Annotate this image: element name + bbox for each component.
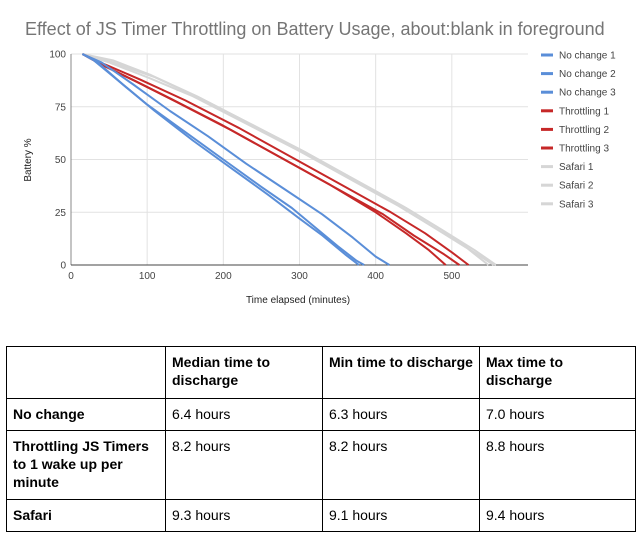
chart-title: Effect of JS Timer Throttling on Battery…	[25, 19, 605, 39]
series-line	[81, 53, 390, 266]
table-row: Throttling JS Timers to 1 wake up per mi…	[6, 430, 636, 500]
legend-label: No change 3	[559, 88, 616, 99]
y-axis-label: Battery %	[23, 138, 34, 181]
min-cell: 6.3 hours	[322, 398, 480, 431]
table-row: Safari 9.3 hours 9.1 hours 9.4 hours	[6, 499, 636, 532]
max-cell: 8.8 hours	[479, 430, 636, 500]
legend-label: Throttling 2	[559, 125, 609, 136]
row-label: Safari	[6, 499, 166, 532]
x-tick-label: 0	[68, 271, 74, 282]
median-cell: 6.4 hours	[165, 398, 323, 431]
series-line	[81, 53, 460, 266]
legend-label: Safari 2	[559, 181, 594, 192]
x-tick-label: 500	[443, 271, 460, 282]
row-label: No change	[6, 398, 166, 431]
series-lines	[81, 53, 497, 266]
x-tick-label: 300	[291, 271, 308, 282]
axes: 0 100 200 300 400 500 0 25 50 75 100	[49, 50, 528, 282]
y-tick-label: 100	[49, 50, 66, 61]
x-tick-label: 100	[139, 271, 156, 282]
series-line	[82, 53, 490, 266]
series-line	[81, 53, 470, 266]
grid-lines	[71, 53, 528, 265]
legend-label: Safari 1	[559, 162, 594, 173]
y-tick-label: 25	[55, 208, 67, 219]
median-cell: 8.2 hours	[165, 430, 323, 500]
legend-label: Safari 3	[559, 199, 594, 210]
median-cell: 9.3 hours	[165, 499, 323, 532]
series-line	[81, 53, 360, 266]
y-tick-label: 50	[55, 155, 67, 166]
table-header-corner	[6, 346, 166, 399]
legend: No change 1 No change 2 No change 3 Throttl…	[541, 51, 616, 210]
min-cell: 9.1 hours	[322, 499, 480, 532]
discharge-time-table: Median time to discharge Min time to dis…	[6, 346, 636, 532]
max-cell: 7.0 hours	[479, 398, 636, 431]
y-tick-label: 0	[60, 261, 66, 272]
max-cell: 9.4 hours	[479, 499, 636, 532]
row-label: Throttling JS Timers to 1 wake up per mi…	[6, 430, 166, 500]
x-tick-label: 400	[367, 271, 384, 282]
table-header-max: Max time to discharge	[479, 346, 636, 399]
series-line	[82, 53, 495, 266]
table-row: No change 6.4 hours 6.3 hours 7.0 hours	[6, 398, 636, 431]
y-tick-label: 75	[55, 102, 67, 113]
legend-label: Throttling 3	[559, 144, 609, 155]
table-header-min: Min time to discharge	[322, 346, 480, 399]
table-header-median: Median time to discharge	[165, 346, 323, 399]
min-cell: 8.2 hours	[322, 430, 480, 500]
x-axis-label: Time elapsed (minutes)	[246, 295, 350, 306]
table-header-row: Median time to discharge Min time to dis…	[6, 346, 636, 399]
x-tick-label: 200	[215, 271, 232, 282]
legend-label: Throttling 1	[559, 106, 609, 117]
legend-label: No change 1	[559, 51, 616, 62]
legend-label: No change 2	[559, 69, 616, 80]
